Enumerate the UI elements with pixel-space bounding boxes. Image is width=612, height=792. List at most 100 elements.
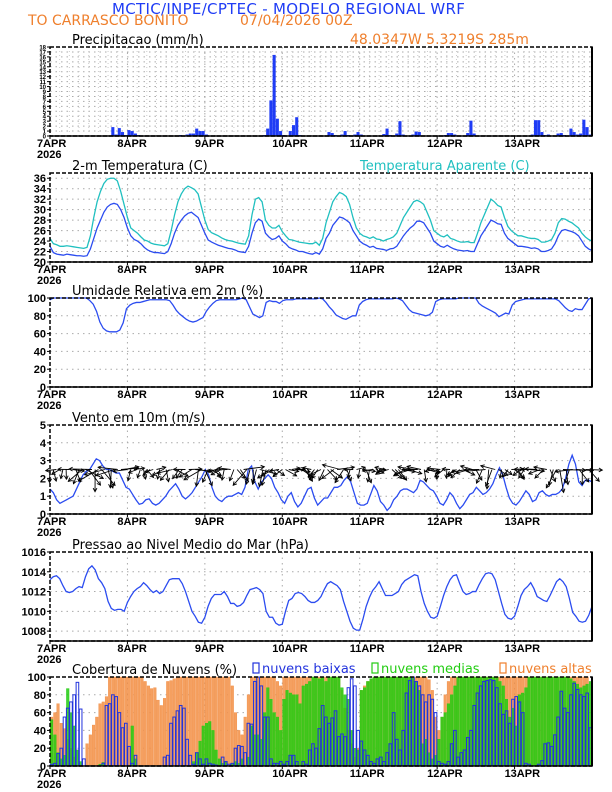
wind-arrow xyxy=(124,466,139,470)
wind-arrow xyxy=(179,469,193,478)
wind-arrow xyxy=(427,467,441,470)
x-year-label: 2026 xyxy=(37,654,61,666)
wind-arrowhead xyxy=(527,470,533,475)
wind-arrowhead xyxy=(256,474,262,479)
wind-arrowhead xyxy=(560,488,566,494)
panel-title: Cobertura de Nuvens (%) xyxy=(72,663,237,678)
wind-arrowhead xyxy=(397,465,402,470)
precip-bar xyxy=(582,119,586,136)
wind-arrowhead xyxy=(155,475,161,480)
wind-arrowhead xyxy=(142,471,147,476)
panel-title: Pressao ao Nivel Medio do Mar (hPa) xyxy=(72,538,309,553)
wind-arrowhead xyxy=(545,483,550,489)
wind-arrowhead xyxy=(68,466,73,472)
wind-arrow xyxy=(578,469,590,483)
panel-frame xyxy=(49,297,593,388)
wind-arrowhead xyxy=(356,474,362,479)
precip-bar xyxy=(269,100,273,136)
legend-label-0: nuvens baixas xyxy=(262,662,356,677)
wind-arrow xyxy=(374,466,386,470)
wind-arrowhead xyxy=(183,476,189,481)
wind-arrowhead xyxy=(565,480,570,486)
wind-arrow xyxy=(245,469,251,485)
wind-arrowhead xyxy=(161,465,167,471)
cloud-high-bar xyxy=(95,716,99,767)
y-tick-label: 32 xyxy=(34,194,46,206)
wind-arrowhead xyxy=(498,474,503,479)
cloud-high-bar xyxy=(224,676,228,767)
wind-arrowhead xyxy=(321,463,327,468)
precip-bar xyxy=(188,133,192,136)
wind-arrow xyxy=(575,469,594,471)
wind-arrow xyxy=(243,466,265,470)
wind-arrowhead xyxy=(459,464,465,470)
precip-bar xyxy=(382,134,386,136)
cloud-mid-bar xyxy=(372,676,376,767)
wind-arrow xyxy=(394,469,406,480)
wind-speed-line xyxy=(49,453,593,512)
y-tick-label: 1014 xyxy=(22,567,47,579)
wind-arrowhead xyxy=(470,471,476,476)
x-tick-label: 8APR xyxy=(117,768,146,780)
wind-arrow xyxy=(480,465,496,470)
wind-arrow xyxy=(257,469,270,479)
cloud-mid-bar xyxy=(540,676,544,767)
wind-arrow xyxy=(347,469,351,479)
x-tick-label: 8APR xyxy=(117,138,146,150)
wind-arrow xyxy=(137,469,141,478)
wind-arrow xyxy=(485,469,493,487)
wind-arrowhead xyxy=(311,474,316,480)
wind-arrowhead xyxy=(547,481,553,487)
wind-arrow xyxy=(302,467,312,470)
wind-arrowhead xyxy=(53,477,58,482)
wind-arrow xyxy=(68,469,83,482)
wind-arrow xyxy=(476,469,483,484)
y-tick-label: 1010 xyxy=(22,606,46,618)
cloud-high-bar xyxy=(88,734,92,767)
cloud-mid-bar xyxy=(298,703,302,767)
cloud-mid-bar xyxy=(53,734,57,767)
x-tick-label: 10APR xyxy=(272,389,308,401)
cloud-mid-bar xyxy=(443,712,447,767)
cloud-high-bar xyxy=(143,681,147,767)
precip-bar xyxy=(385,128,389,136)
wind-arrow xyxy=(499,469,503,479)
precip-bar xyxy=(272,54,276,136)
wind-arrowhead xyxy=(310,470,315,476)
cloud-mid-bar xyxy=(530,676,534,767)
wind-arrowhead xyxy=(479,464,485,469)
x-year-label: 2026 xyxy=(37,779,61,791)
wind-arrowhead xyxy=(343,467,349,472)
precip-bar xyxy=(540,132,544,136)
cloud-mid-bar xyxy=(269,699,273,767)
wind-arrowhead xyxy=(401,467,406,472)
cloud-mid-bar xyxy=(366,681,370,767)
wind-arrowhead xyxy=(244,480,250,486)
wind-arrowhead xyxy=(216,473,221,479)
wind-arrow xyxy=(501,469,509,478)
precip-bar xyxy=(414,131,418,136)
cloud-high-bar xyxy=(85,743,89,767)
x-tick-label: 13APR xyxy=(505,516,541,528)
wind-arrowhead xyxy=(50,470,56,475)
precip-bar xyxy=(201,131,205,136)
grid-2 xyxy=(50,298,592,387)
x-year-label: 2026 xyxy=(37,275,61,287)
wind-arrowhead xyxy=(371,468,377,474)
run-time-label: 07/04/2026 00Z xyxy=(240,13,353,29)
wind-arrowhead xyxy=(334,478,339,484)
wind-arrow xyxy=(69,468,92,470)
panel-frame xyxy=(49,172,593,263)
y-tick-label: 1 xyxy=(40,491,46,503)
wind-arrow xyxy=(398,469,407,481)
wind-arrow xyxy=(85,469,104,479)
wind-arrowhead xyxy=(513,466,519,472)
cloud-mid-bar xyxy=(301,685,305,767)
wind-arrowhead xyxy=(47,478,52,484)
pressure-line xyxy=(49,564,593,631)
wind-arrow xyxy=(45,469,57,472)
wind-arrowhead xyxy=(99,474,105,480)
legend-swatch-2 xyxy=(499,662,507,674)
precip-bar xyxy=(291,125,296,136)
